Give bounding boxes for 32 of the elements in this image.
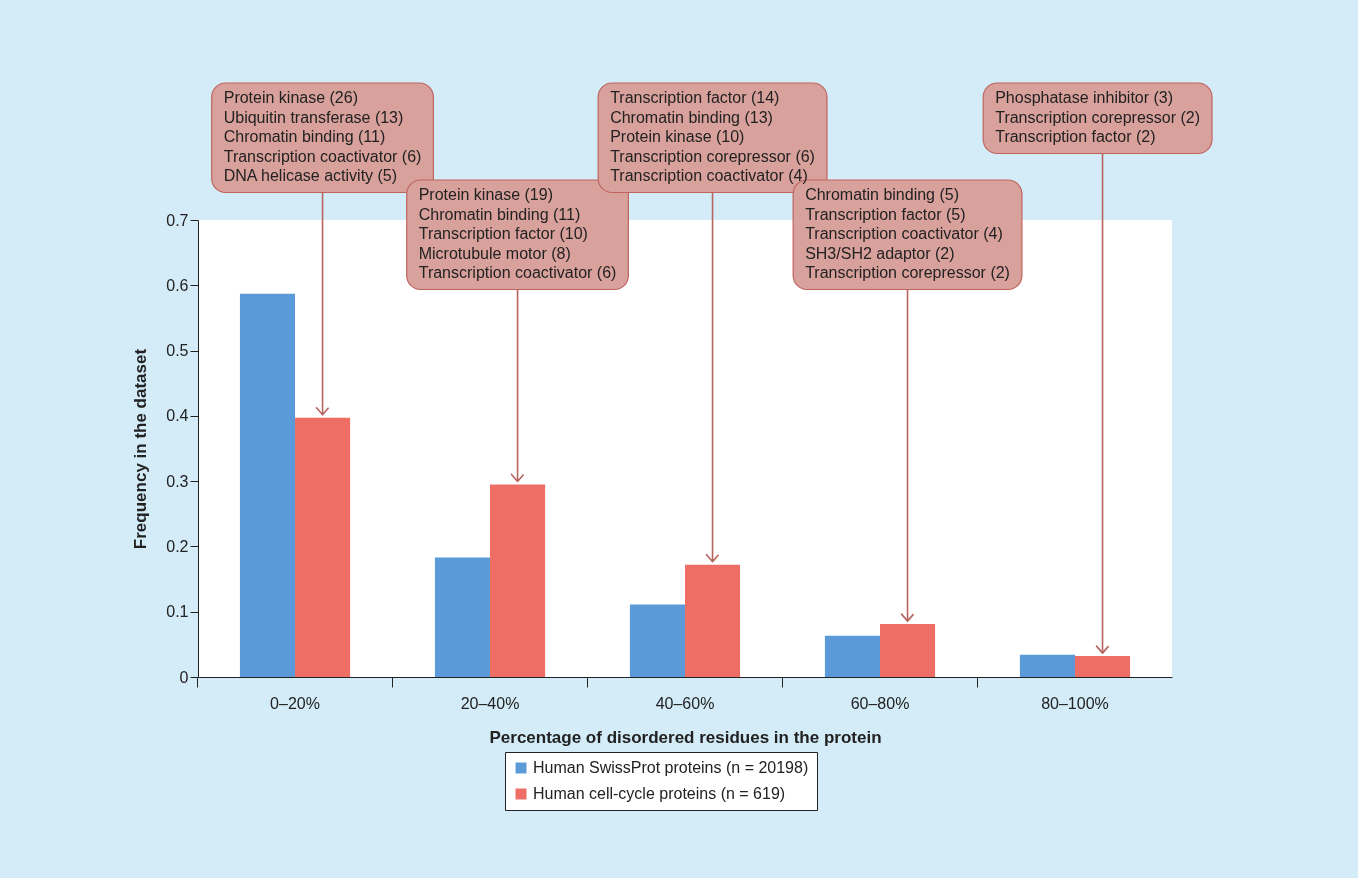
y-tick-label: 0.6 [166,276,189,294]
bar [490,484,546,677]
bar [879,624,936,677]
bar [239,293,296,677]
legend-label: Human SwissProt proteins (n = 20198) [533,759,809,776]
bar [685,564,741,677]
text: Protein kinase (26) Ubiquitin transferase (13) Chromatin binding (11) Transcription coactivator (6) DNA helicase activity (5) [223,89,422,184]
bar [1074,656,1131,677]
text: Phosphatase inhibitor (3) Transcription corepressor (2) Transcription factor (2) [995,89,1201,145]
bar [434,557,491,677]
y-axis-title: Frequency in the dataset [131,348,151,550]
bar [295,417,351,677]
x-tick-label: 80–100% [1041,694,1109,712]
x-tick-label: 0–20% [270,694,320,712]
y-tick-label: 0 [179,668,189,686]
y-tick-label: 0.5 [166,342,189,360]
x-tick-label: 20–40% [460,694,520,712]
text: Transcription factor (14) Chromatin binding (13) Protein kinase (10) Transcription corepressor (6) Transcription coactivator (4) [610,89,815,184]
x-tick-label: 60–80% [850,694,910,712]
bar [629,604,685,677]
bar [824,635,880,677]
annotation: Chromatin binding (5) Transcription factor (5) Transcription coactivator (4) SH3/SH2 adaptor (2) Transcription corepressor (2) [805,186,1010,281]
bar [1019,654,1075,677]
y-tick-label: 0.2 [166,537,189,555]
y-tick-label: 0.4 [166,407,189,425]
y-tick-label: 0.3 [166,472,189,490]
x-tick-label: 40–60% [655,694,715,712]
x-axis-title: Percentage of disordered residues in the protein [489,727,882,747]
y-tick-label: 0.7 [166,211,189,229]
annotation: Protein kinase (19) Chromatin binding (11) Transcription factor (10) Microtubule motor (8) Transcription coactivator (6) [418,186,617,281]
y-tick-label: 0.1 [166,603,189,621]
legend-label: Human cell-cycle proteins (n = 619) [533,785,786,802]
